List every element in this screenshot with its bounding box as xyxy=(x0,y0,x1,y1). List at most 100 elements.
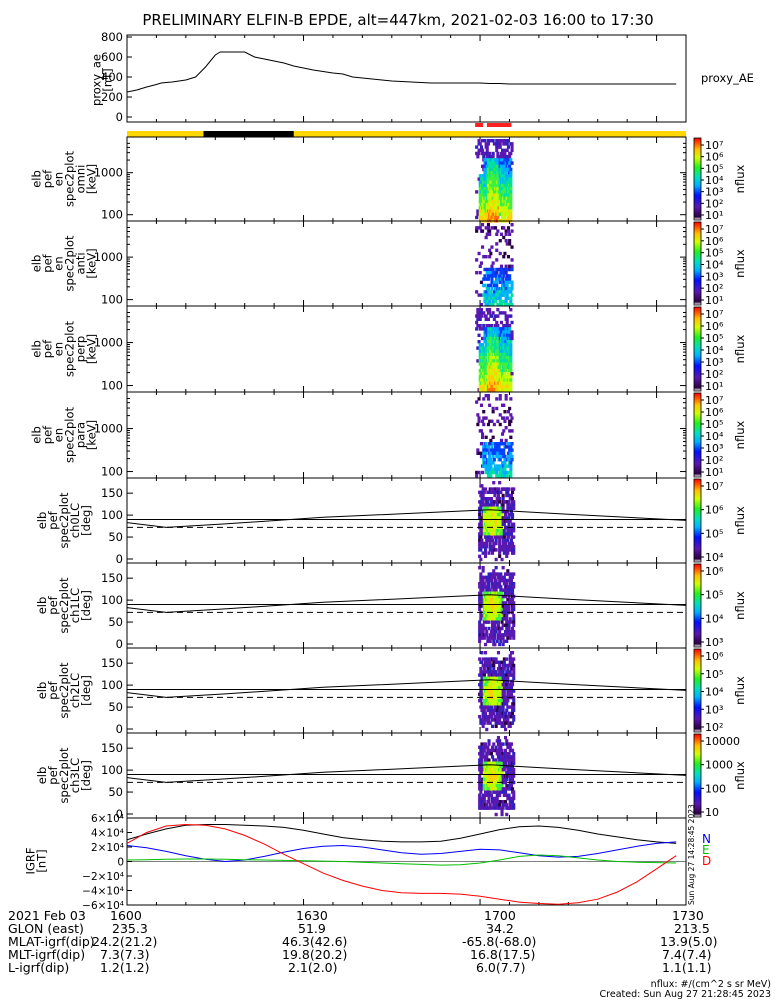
igrf-series-east xyxy=(126,854,677,866)
y-axis-label-line: pef xyxy=(46,680,60,699)
spectrogram-cell xyxy=(491,209,495,213)
spectrogram-cell xyxy=(500,724,504,728)
spectrogram-cell xyxy=(494,620,498,624)
spectrogram-cell xyxy=(498,535,502,539)
colorbar-tick-label: 10¹ xyxy=(705,209,723,222)
spectrogram-cell xyxy=(498,394,502,398)
spectrogram-cell xyxy=(488,594,492,599)
spectrogram-cell xyxy=(499,806,503,810)
colorbar-title: nflux xyxy=(733,164,747,193)
spectrogram-cell xyxy=(504,280,508,284)
proxy-ae-legend: proxy_AE xyxy=(701,71,754,85)
spectrogram-cell xyxy=(512,796,516,801)
spectrogram-cell xyxy=(492,711,496,716)
spectrogram-cell xyxy=(495,296,499,300)
spectrogram-cell xyxy=(505,582,509,586)
spectrogram-cell xyxy=(508,755,512,759)
colorbar-label: nflux xyxy=(733,761,747,790)
igrf-series-north xyxy=(126,841,677,863)
spectrogram-cell xyxy=(506,490,510,494)
spectrogram-cell xyxy=(492,758,496,762)
spectrogram-cell xyxy=(491,435,495,439)
spectrogram-cell xyxy=(495,248,499,252)
spectrogram-cell xyxy=(507,689,511,693)
spectrogram-cell xyxy=(507,607,511,611)
spectrogram-cell xyxy=(495,673,499,677)
spectrogram-cell xyxy=(505,283,509,288)
spectrogram-cell xyxy=(511,626,515,631)
spectrogram-cell xyxy=(485,271,489,275)
spectrogram-cell xyxy=(505,277,509,281)
spectrogram-cell xyxy=(496,151,500,156)
colorbar-perp xyxy=(693,306,702,392)
spectrogram-cell xyxy=(475,400,479,404)
y-tick-label: 50 xyxy=(108,700,123,714)
spectrogram-cell xyxy=(508,327,512,331)
spectrogram-cell xyxy=(490,324,494,328)
spectrogram-cell xyxy=(485,267,489,272)
spectrogram-cell xyxy=(512,806,516,810)
spectrogram-cell xyxy=(502,293,506,297)
spectrogram-cell xyxy=(483,167,487,172)
eclipse-bar xyxy=(203,131,294,137)
spectrogram-cell xyxy=(505,670,509,674)
spectrogram-cell xyxy=(478,715,482,719)
spectrogram-cell xyxy=(505,614,509,618)
spectrogram-cell xyxy=(494,538,498,542)
spectrogram-cell xyxy=(509,474,513,478)
spectrogram-cell xyxy=(499,490,503,494)
spectrogram-cell xyxy=(509,601,513,605)
heatmap-anti xyxy=(475,223,514,307)
spectrogram-cell xyxy=(496,623,500,627)
spectrogram-cell xyxy=(502,299,506,304)
spectrogram-cell xyxy=(498,290,502,294)
spectrogram-cell xyxy=(483,454,487,459)
panel-frame-anti xyxy=(126,220,687,307)
spectrogram-cell xyxy=(479,557,483,562)
spectrogram-cell xyxy=(512,689,516,693)
spectrogram-cell xyxy=(478,226,482,230)
spectrogram-cell xyxy=(498,448,502,452)
spectrogram-cell xyxy=(506,705,510,709)
spectrogram-cell xyxy=(478,620,482,624)
colorbar-tick-label: 1000 xyxy=(705,759,733,772)
spectrogram-cell xyxy=(512,506,516,510)
spectrogram-cell xyxy=(496,356,500,360)
spectrogram-cell xyxy=(492,718,496,722)
spectrogram-cell xyxy=(491,311,495,315)
spectrogram-cell xyxy=(484,651,488,655)
spectrogram-cell xyxy=(501,148,505,152)
spectrogram-cell xyxy=(480,768,484,772)
spectrogram-cell xyxy=(509,397,513,401)
spectrogram-cell xyxy=(508,591,512,595)
spectrogram-cell xyxy=(502,673,506,677)
spectrogram-cell xyxy=(499,578,503,583)
spectrogram-cell xyxy=(482,748,486,753)
spectrogram-cell xyxy=(504,232,508,236)
spectrogram-cell xyxy=(483,174,487,178)
spectrogram-cell xyxy=(486,226,490,230)
spectrogram-cell xyxy=(491,442,495,446)
spectrogram-cell xyxy=(482,545,486,549)
spectrogram-cell xyxy=(489,303,493,307)
spectrogram-cell xyxy=(487,620,491,624)
spectrogram-cell xyxy=(481,551,485,555)
y-axis-label-line: [keV] xyxy=(85,164,99,194)
spectrogram-cell xyxy=(487,607,491,611)
spectrogram-cell xyxy=(481,578,485,583)
spectrogram-cell xyxy=(481,151,485,156)
spectrogram-cell xyxy=(484,142,488,146)
spectrogram-cell xyxy=(480,636,484,640)
spectrogram-cell xyxy=(479,454,483,459)
colorbar-tick-label: 10⁴ xyxy=(705,174,724,187)
spectrogram-cell xyxy=(505,803,509,807)
spectrogram-cell xyxy=(486,522,490,526)
spectrogram-cell xyxy=(491,768,495,772)
spectrogram-cell xyxy=(478,787,482,791)
spectrogram-cell xyxy=(494,226,498,230)
spectrogram-cell xyxy=(491,151,495,156)
spectrogram-cell xyxy=(492,296,496,300)
loss-cone-line xyxy=(126,594,687,613)
spectrogram-cell xyxy=(485,545,489,549)
spectrogram-cell xyxy=(490,277,494,281)
